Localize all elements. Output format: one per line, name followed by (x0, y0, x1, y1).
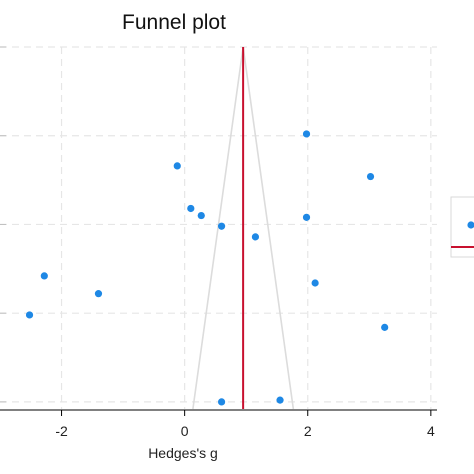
legend-box (450, 196, 474, 258)
data-point (25, 311, 34, 319)
funnel-right-bound (242, 46, 295, 410)
data-point (187, 204, 195, 213)
data-point (40, 272, 48, 280)
x-tick-label: 2 (304, 423, 312, 439)
data-point (94, 290, 103, 298)
data-point (251, 233, 260, 241)
data-point (217, 222, 226, 230)
x-axis-title: Hedges's g (148, 445, 218, 461)
data-points (25, 130, 389, 406)
data-point (311, 279, 319, 287)
x-tick-label: 4 (427, 423, 435, 439)
chart-title: Funnel plot (122, 11, 226, 34)
data-point (217, 398, 226, 406)
x-tick-label: 0 (181, 423, 189, 439)
funnel-left-bound (192, 46, 244, 410)
data-point (276, 396, 284, 404)
x-tick-label: -2 (55, 423, 68, 439)
legend (450, 196, 474, 258)
data-point (302, 213, 311, 221)
data-point (366, 172, 375, 181)
funnel (192, 46, 295, 410)
data-point (302, 130, 311, 138)
x-axis: -2 0 2 4 (0, 409, 437, 439)
data-point (197, 211, 205, 220)
data-point (381, 323, 389, 331)
legend-marker-points (467, 221, 474, 229)
data-point (173, 162, 181, 170)
